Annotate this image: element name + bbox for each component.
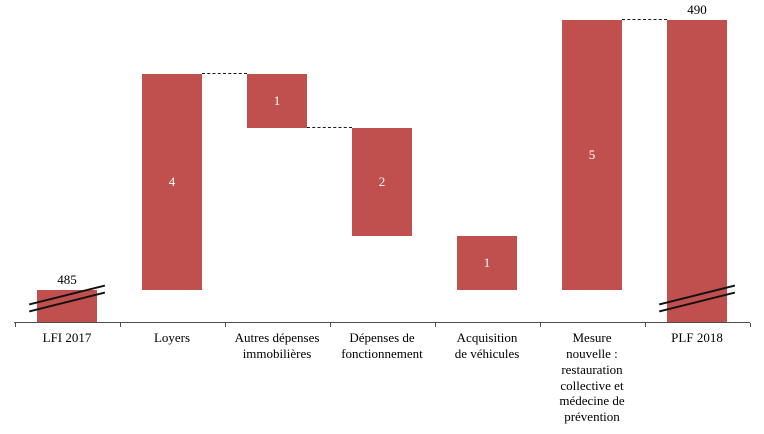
bar-autres-depenses-immobilieres (247, 74, 307, 128)
value-label-lfi-2017: 485 (57, 272, 77, 287)
x-axis-label-depenses-de-fonctionnement: Dépenses de fonctionnement (341, 330, 423, 361)
bar-mesure-nouvelle-restauration-collective-et-medecine-de-prevention (562, 20, 622, 290)
axis-tick (14, 323, 16, 327)
value-label-acquisition-de-vehicules: 1 (483, 255, 491, 270)
bar-loyers (142, 74, 202, 290)
connector-line (307, 127, 352, 128)
connector-line (202, 73, 247, 74)
x-axis-line (14, 322, 750, 323)
axis-tick (119, 323, 121, 327)
x-axis-label-loyers: Loyers (153, 330, 191, 345)
x-axis-label-acquisition-de-vehicules: Acquisition de véhicules (454, 330, 520, 361)
value-label-loyers: 4 (168, 174, 176, 189)
value-label-autres-depenses-immobilieres: 1 (273, 93, 281, 108)
axis-tick (644, 323, 646, 327)
bar-plf-2018 (667, 20, 727, 322)
axis-tick (434, 323, 436, 327)
axis-tick (329, 323, 331, 327)
value-label-plf-2018: 490 (687, 2, 707, 17)
x-axis-label-mesure-nouvelle-restauration-collective-et-medecine-de-prevention: Mesure nouvelle : restauration collectiv… (559, 330, 625, 425)
bar-acquisition-de-vehicules (457, 236, 517, 290)
axis-tick (539, 323, 541, 327)
axis-tick (224, 323, 226, 327)
x-axis-label-plf-2018: PLF 2018 (671, 330, 723, 345)
value-label-mesure-nouvelle-restauration-collective-et-medecine-de-prevention: 5 (588, 147, 596, 162)
x-axis-label-lfi-2017: LFI 2017 (42, 330, 92, 345)
value-label-depenses-de-fonctionnement: 2 (378, 174, 386, 189)
axis-tick (749, 323, 751, 327)
connector-line (622, 19, 667, 20)
x-axis-label-autres-depenses-immobilieres: Autres dépenses immobilières (234, 330, 320, 361)
bar-depenses-de-fonctionnement (352, 128, 412, 236)
